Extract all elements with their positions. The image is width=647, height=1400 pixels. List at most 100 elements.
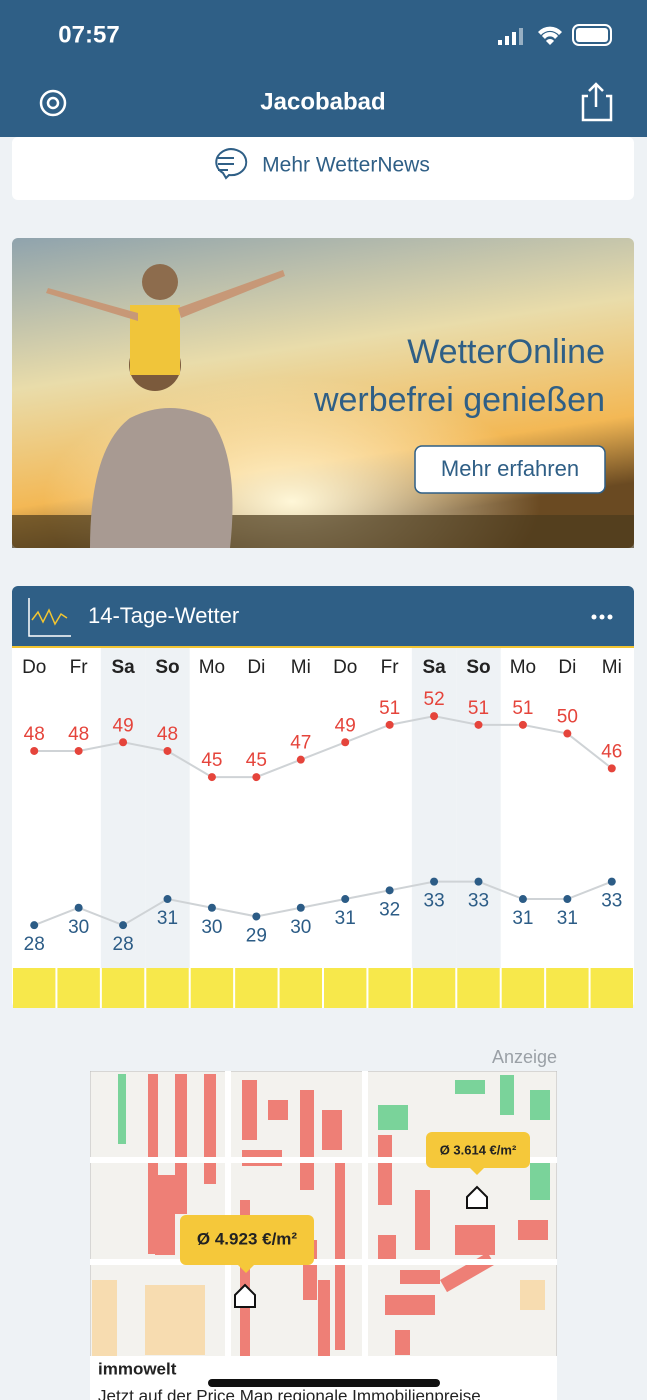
condition-cell [590,968,633,1008]
condition-cell [57,968,100,1008]
location-title: Jacobabad [260,88,385,115]
price-tag[interactable] [180,1215,314,1265]
temp-point [252,773,261,782]
temp-point [518,720,527,729]
temp-point [341,738,350,747]
status-icons [498,24,612,46]
day-label: Mi [291,657,311,678]
temp-point [74,746,83,755]
temp-point [207,903,216,912]
temp-label: 46 [601,741,622,762]
weekend-shade [411,648,457,968]
condition-cell [324,968,367,1008]
temp-label: 28 [113,934,134,955]
temp-point [296,755,305,764]
price-tag[interactable] [426,1132,530,1168]
temp-label: 30 [68,917,89,938]
temp-label: 51 [512,698,533,719]
day-label: So [466,657,490,678]
trend-line [33,880,613,927]
temp-point [296,903,305,912]
temp-point [207,773,216,782]
temp-label: 47 [290,733,311,754]
news-card[interactable] [12,137,634,200]
ad-text: Jetzt auf der Price Map regionale Immobi… [98,1386,481,1400]
temp-point [163,746,172,755]
price-tag-pointer [470,1168,484,1175]
temp-label: 33 [468,891,489,912]
news-link[interactable]: Mehr WetterNews [262,154,430,177]
ad-map[interactable] [90,1071,557,1400]
temp-point [119,738,128,747]
temp-label: 49 [113,715,134,736]
temp-label: 31 [512,908,533,929]
temp-point [563,895,572,904]
temp-point [385,720,394,729]
day-label: Fr [70,657,89,678]
temp-point [163,895,172,904]
house-icon [466,1185,488,1209]
ad-brand: immowelt [98,1359,177,1378]
share-button[interactable] [581,82,613,122]
day-label: So [155,657,179,678]
temp-label: 49 [335,715,356,736]
weekend-shade [100,648,146,968]
promo-line2: werbefrei genießen [313,381,605,419]
ad-marker: Anzeige [492,1047,557,1067]
temp-point [30,746,39,755]
temp-label: 33 [601,891,622,912]
temp-label: 51 [468,698,489,719]
header-underline [12,646,634,648]
condition-cell [190,968,234,1008]
more-button[interactable] [591,614,613,620]
temp-point [74,903,83,912]
day-label: Mo [510,657,536,678]
promo-button[interactable] [414,445,606,494]
day-label: Sa [111,657,135,678]
condition-cell [279,968,322,1008]
temp-label: 32 [379,899,400,920]
day-label: Sa [422,657,446,678]
temp-point [474,877,483,886]
chart-icon [28,598,71,637]
temp-label: 52 [424,689,445,710]
settings-button[interactable] [39,89,67,117]
condition-cell [368,968,411,1008]
condition-cell [546,968,589,1008]
price-label: Ø 3.614 €/m² [440,1142,517,1157]
weekend-shade [145,648,190,968]
temp-point [474,720,483,729]
temp-label: 50 [557,707,578,728]
house-icon [234,1283,256,1308]
forecast-header[interactable] [12,586,634,648]
day-label: Di [247,657,265,678]
temp-label: 45 [201,750,222,771]
temp-label: 31 [157,908,178,929]
temp-point [430,877,439,886]
temp-label: 48 [68,724,89,745]
temp-label: 33 [424,891,445,912]
temp-label: 31 [557,908,578,929]
condition-cell [412,968,456,1008]
condition-cell [101,968,145,1008]
temp-point [341,895,350,904]
temp-label: 45 [246,750,267,771]
temp-label: 48 [24,724,45,745]
temp-point [518,895,527,904]
temp-label: 30 [290,917,311,938]
forecast-title: 14-Tage-Wetter [88,603,239,628]
temp-point [30,921,39,930]
forecast-chart: Do Fr Sa So Mo Di Mi Do Fr Sa So Mo Di Mi 48 48 49 48 45 45… [13,648,633,1008]
temp-point [252,912,261,921]
home-indicator [208,1379,440,1387]
day-label: Mi [602,657,622,678]
temp-point [119,921,128,930]
promo-button-label[interactable]: Mehr erfahren [441,456,579,481]
temp-point [385,886,394,895]
condition-cell [501,968,545,1008]
status-time: 07:57 [58,21,119,48]
temp-point [607,764,616,773]
promo-silhouette [46,264,285,548]
temp-label: 28 [24,934,45,955]
